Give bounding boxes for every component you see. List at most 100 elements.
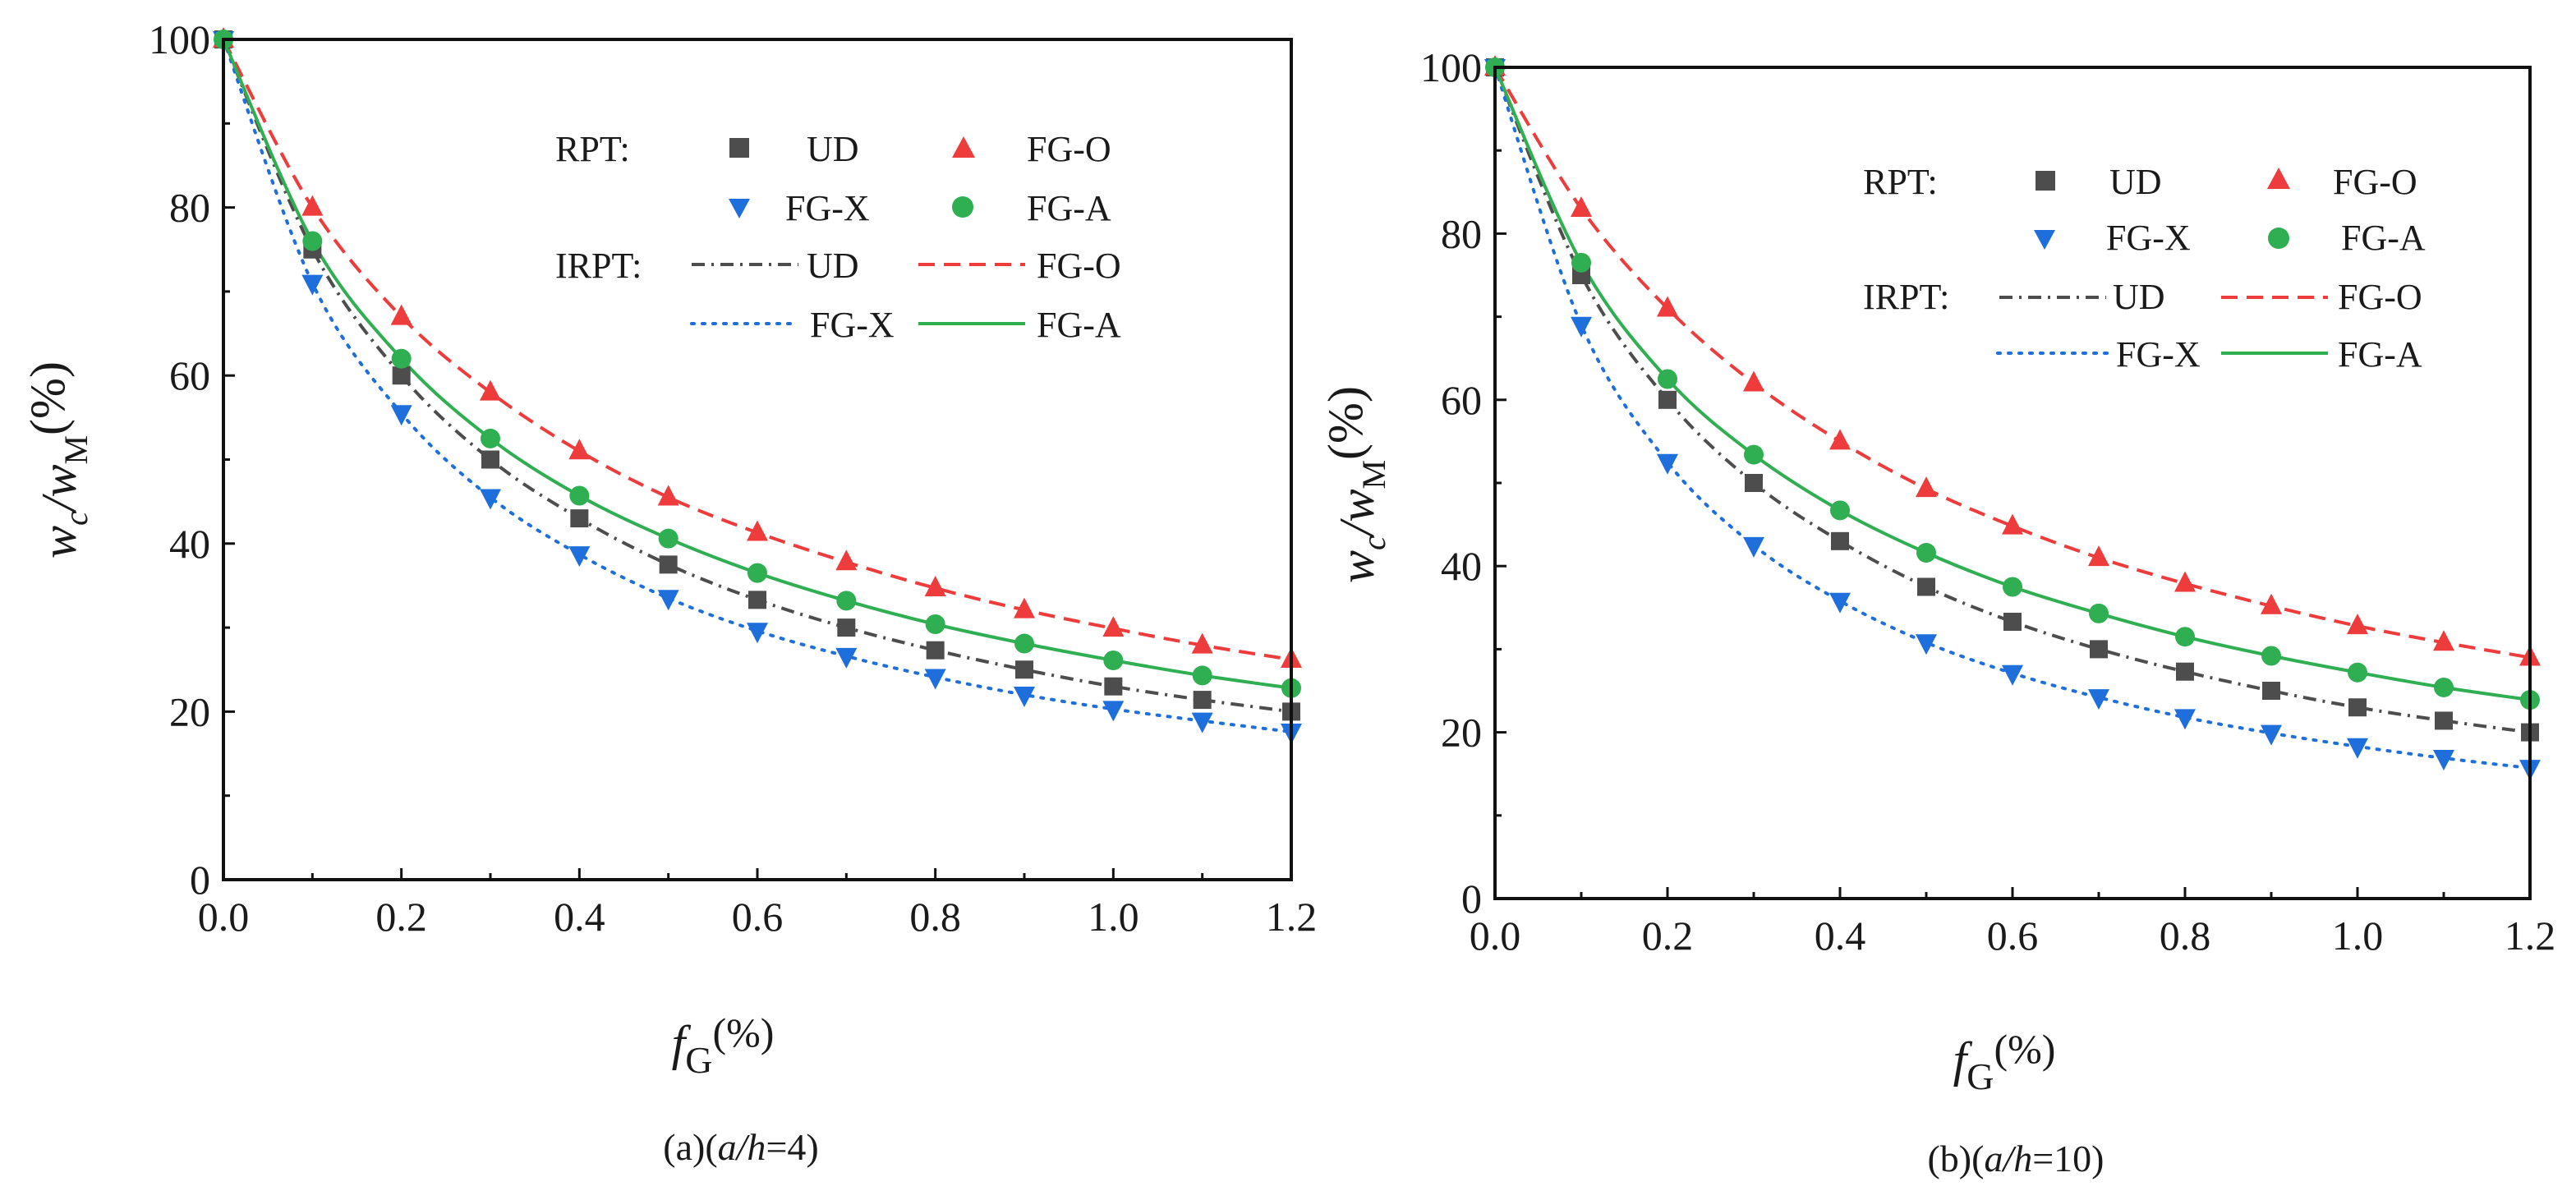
- rpt-fgo-point: [2433, 630, 2454, 651]
- rpt-fgx-point: [2002, 664, 2023, 686]
- rpt-fgo-point: [1191, 632, 1213, 654]
- rpt-fgo-point: [657, 485, 679, 506]
- x-tick-label: 0.2: [375, 894, 427, 940]
- rpt-ud-point: [2435, 711, 2453, 730]
- rpt-fgo-point: [2002, 513, 2023, 535]
- rpt-fgx-point: [835, 647, 858, 669]
- x-tick-label: 1.0: [2332, 913, 2384, 959]
- rpt-ud-point: [926, 641, 945, 660]
- irpt-ud-curve: [222, 39, 1292, 714]
- rpt-fgo-point: [1102, 616, 1125, 637]
- rpt-ud-point: [1193, 691, 1212, 710]
- rpt-fgx-point: [2261, 724, 2282, 746]
- rpt-fgo-point: [1743, 370, 1764, 392]
- rpt-fgx-point: [2174, 709, 2196, 730]
- legend-ud-line-label: UD: [2113, 277, 2165, 317]
- rpt-fga-point: [2089, 603, 2109, 623]
- rpt-ud-point: [1831, 531, 1849, 550]
- irpt-fgo-curve: [1493, 66, 2531, 660]
- plot-layer-b: [1484, 55, 2541, 781]
- legend-fga-marker: [952, 196, 973, 218]
- y-tick-label: 0: [1461, 876, 1482, 922]
- legend-fga-label: FG-A: [1027, 188, 1111, 228]
- rpt-fgx-point: [301, 274, 324, 296]
- legend-fgx-label: FG-X: [785, 188, 870, 228]
- y-tick-label: 100: [1420, 44, 1482, 90]
- rpt-fga-point: [2434, 677, 2454, 697]
- rpt-ud-point: [392, 366, 411, 385]
- legend-fgx-label: FG-X: [2106, 218, 2191, 258]
- ticks-layer-b: 0.0 0.2 0.4 0.6 0.8 1.0 1.2 0 20 40 60 80 100: [1420, 44, 2555, 959]
- rpt-fgx-point: [1191, 712, 1213, 733]
- rpt-fga-point: [391, 348, 412, 369]
- legend-ud-line-label: UD: [807, 246, 859, 286]
- x-tick-label: 0.6: [1987, 913, 2039, 959]
- rpt-fgo-point: [924, 576, 946, 597]
- rpt-fga-point: [1103, 650, 1124, 670]
- rpt-fgx-point: [1102, 701, 1125, 722]
- y-tick-label: 20: [169, 688, 210, 734]
- ticks-layer-a: 0.0 0.2 0.4 0.6 0.8 1.0 1.2 0 20 40 60 80 100: [149, 16, 1317, 940]
- y-tick-label: 0: [190, 857, 210, 903]
- plot-frame-a: [222, 38, 1293, 881]
- rpt-fga-point: [2175, 627, 2195, 647]
- x-tick-label: 1.0: [1088, 894, 1139, 940]
- legend-fgo-label: FG-O: [1027, 129, 1111, 169]
- rpt-fgo-point: [390, 304, 412, 325]
- rpt-fgo-point: [1829, 429, 1851, 450]
- rpt-fgo-point: [2261, 593, 2282, 614]
- legend-fgx-line-label: FG-X: [2116, 334, 2201, 375]
- rpt-ud-point: [2003, 613, 2022, 632]
- rpt-fgx-point: [480, 489, 501, 510]
- rpt-fgo-point: [2347, 614, 2368, 635]
- legend-fga-line-label: FG-A: [2338, 334, 2422, 375]
- rpt-fgo-point: [1571, 196, 1592, 218]
- legend-fgo-marker: [952, 136, 975, 158]
- rpt-fga-point: [658, 528, 678, 549]
- legend-rpt-label: RPT:: [1863, 162, 1938, 202]
- rpt-fgx-point: [1829, 592, 1851, 614]
- rpt-ud-point: [1917, 577, 1935, 596]
- rpt-ud-point: [2348, 698, 2367, 717]
- rpt-ud-point: [1745, 474, 1763, 492]
- rpt-fgx-point: [2088, 689, 2109, 710]
- legend-ud-marker: [729, 138, 749, 158]
- legend-irpt-label: IRPT:: [555, 246, 642, 286]
- rpt-fgx-point: [1743, 536, 1764, 558]
- rpt-ud-point: [481, 450, 499, 469]
- rpt-fgo-point: [1014, 597, 1035, 618]
- rpt-ud-point: [2262, 682, 2280, 700]
- x-tick-label: 0.6: [732, 894, 784, 940]
- rpt-fga-point: [1916, 543, 1936, 563]
- legend-fgx-marker: [2034, 230, 2055, 250]
- rpt-fga-point: [569, 485, 590, 506]
- rpt-fgx-point: [657, 590, 679, 611]
- y-tick-label: 80: [169, 185, 210, 231]
- rpt-fgx-point: [747, 623, 768, 644]
- y-tick-label: 40: [169, 521, 210, 567]
- irpt-fgx-curve: [1493, 66, 2532, 770]
- legend-fgx-marker: [729, 199, 750, 218]
- rpt-fga-point: [1014, 633, 1034, 654]
- rpt-fgx-point: [1571, 316, 1592, 338]
- x-tick-label: 0.8: [2160, 913, 2211, 959]
- rpt-fgx-point: [390, 405, 412, 426]
- legend-ud-label: UD: [807, 129, 859, 169]
- rpt-fga-point: [925, 614, 945, 635]
- legend-fgo-marker: [2267, 168, 2290, 189]
- rpt-fga-point: [2261, 646, 2281, 666]
- rpt-ud-point: [1015, 660, 1033, 679]
- rpt-fgo-point: [301, 195, 324, 216]
- irpt-ud-curve: [1493, 67, 2531, 734]
- legend-irpt-label: IRPT:: [1863, 277, 1949, 317]
- rpt-fga-point: [1658, 369, 1677, 389]
- rpt-fgo-point: [2174, 571, 2196, 592]
- rpt-fga-point: [1571, 252, 1591, 273]
- rpt-fga-point: [1830, 500, 1850, 521]
- x-axis-label-b: fG(%): [1953, 1026, 2056, 1097]
- y-axis-label-a: wc/wM(%): [21, 361, 94, 559]
- y-tick-label: 60: [1441, 377, 1482, 423]
- y-tick-label: 80: [1441, 210, 1482, 256]
- rpt-fgo-point: [1916, 476, 1937, 498]
